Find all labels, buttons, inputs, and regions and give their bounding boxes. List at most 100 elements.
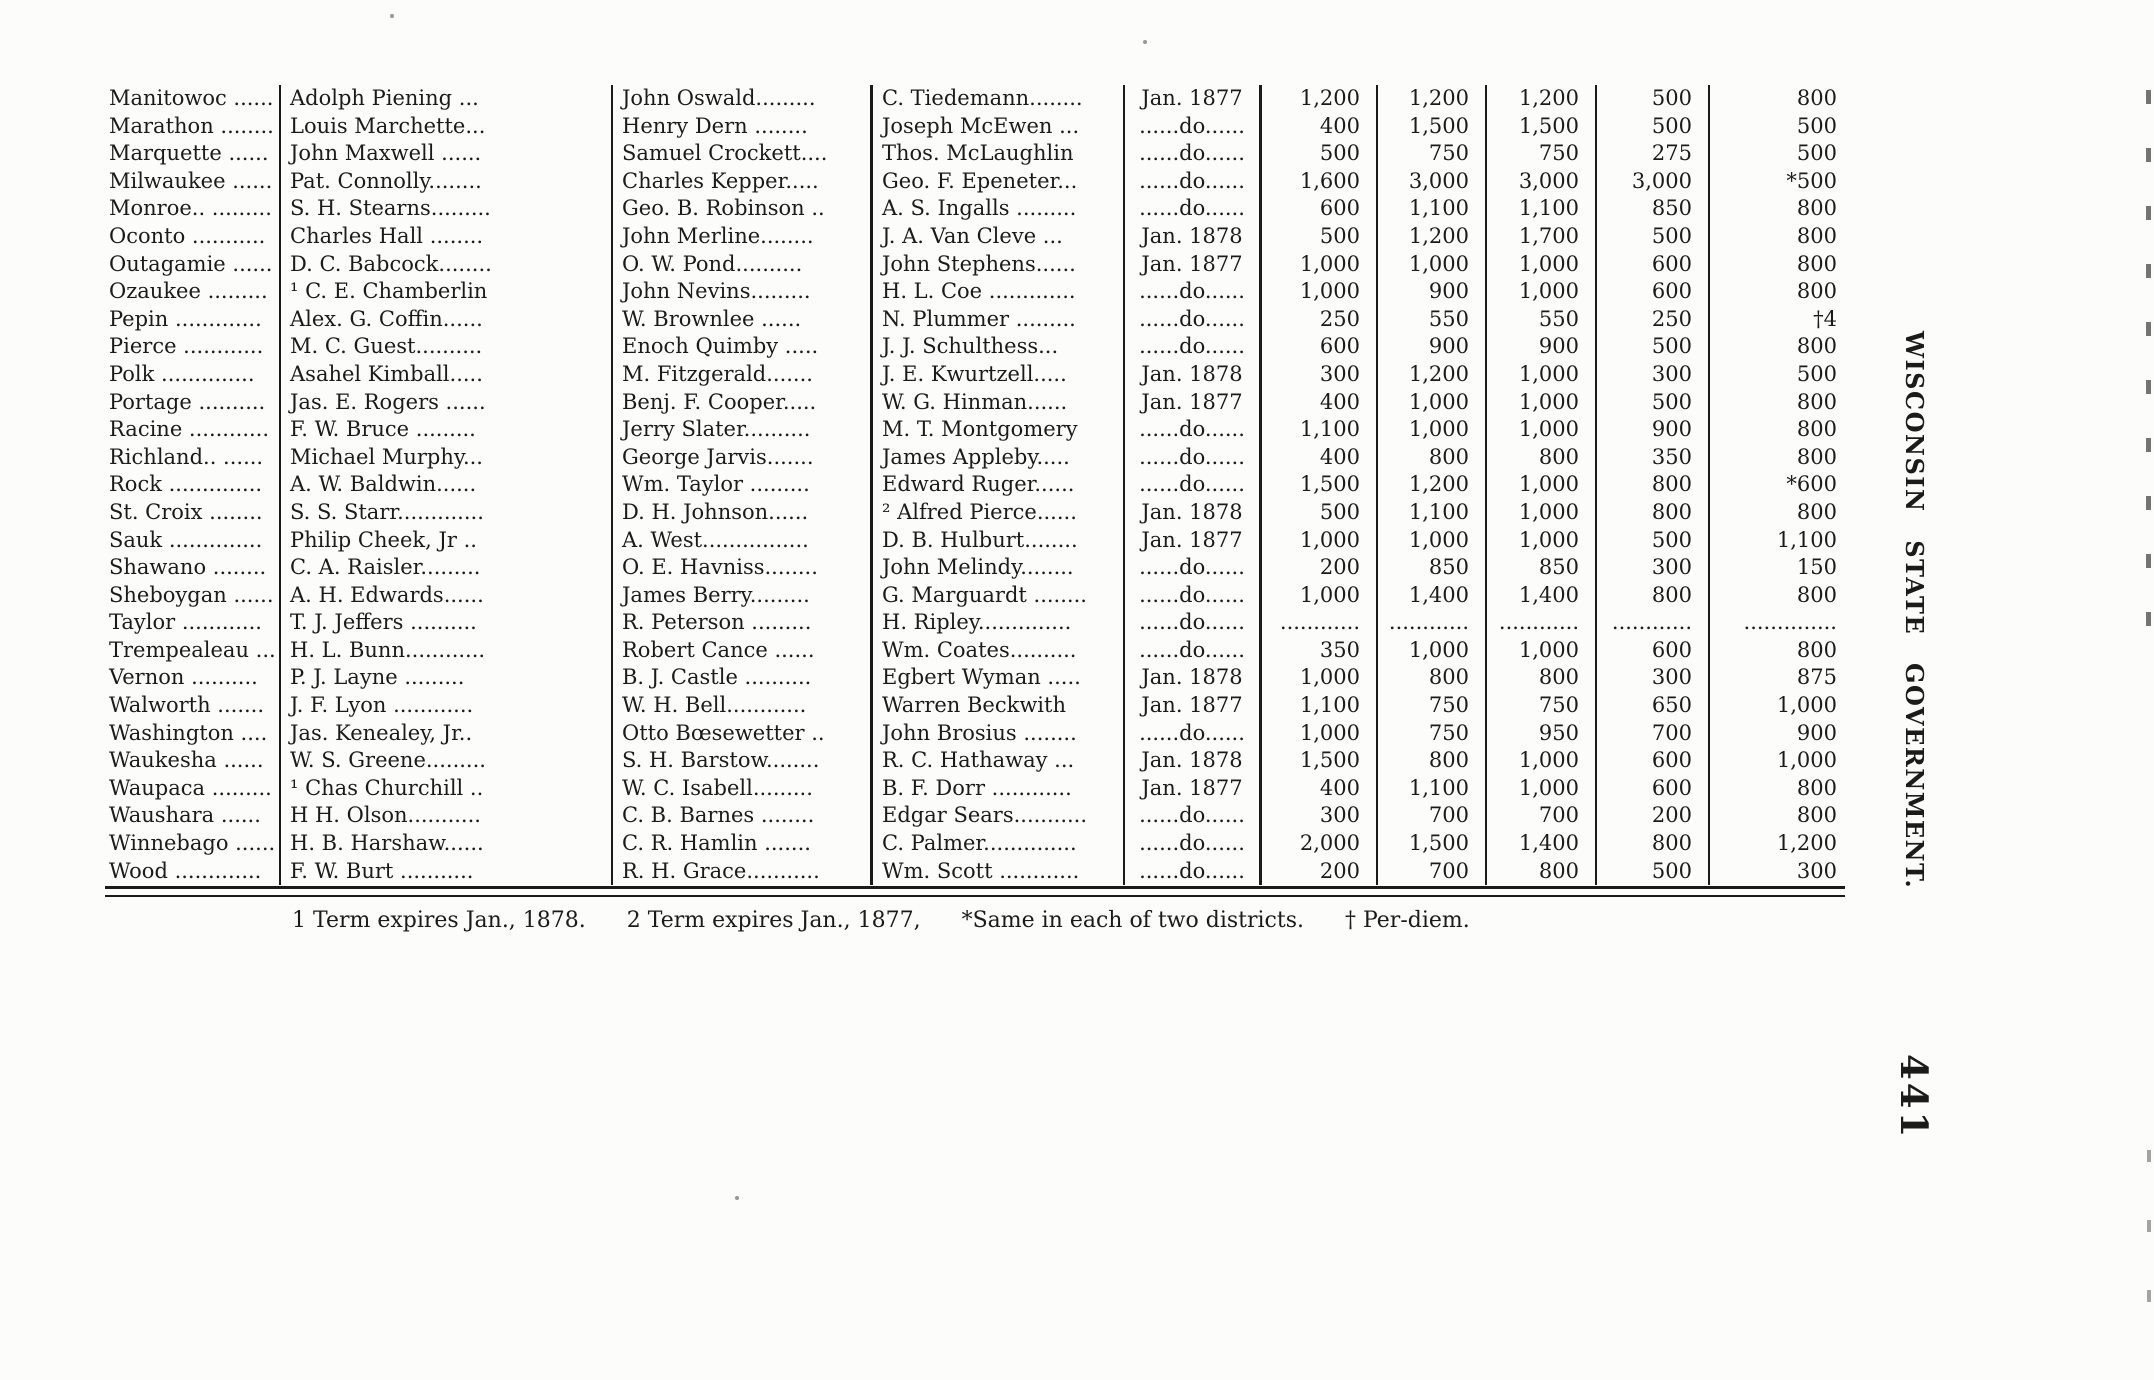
- salary-cell: 700: [1378, 802, 1487, 831]
- officer-cell: F. W. Burt ...........: [281, 857, 613, 886]
- officer-cell: Charles Hall ........: [281, 222, 613, 251]
- salary-cell: 3,000: [1378, 167, 1487, 196]
- vertical-running-head: WISCONSIN STATE GOVERNMENT.: [1900, 331, 1929, 890]
- officer-cell: Wm. Taylor .........: [613, 471, 873, 499]
- salary-cell: 500: [1597, 857, 1710, 886]
- salary-cell: 750: [1487, 692, 1597, 720]
- officer-cell: Robert Cance ......: [613, 636, 873, 665]
- officer-cell: Adolph Piening ...: [281, 85, 613, 113]
- salary-cell: 600: [1597, 636, 1710, 665]
- scan-speck: [390, 14, 394, 18]
- salary-cell: 150: [1796, 555, 1837, 580]
- salary-cell: 1,000: [1487, 416, 1597, 444]
- term-cell: Jan. 1877: [1125, 85, 1262, 113]
- officer-cell: Thos. McLaughlin: [873, 140, 1125, 168]
- officer-cell: C. B. Barnes ........: [613, 802, 873, 831]
- salary-cell: 1,000: [1262, 278, 1378, 306]
- officer-cell: John Merline........: [613, 222, 873, 251]
- salary-cell: 800: [1597, 498, 1710, 527]
- salary-cell: 350: [1597, 443, 1710, 472]
- officer-cell: John Stephens......: [873, 250, 1125, 279]
- salary-cell: 1,500: [1487, 112, 1597, 141]
- officer-cell: H. L. Coe .............: [873, 278, 1125, 306]
- officer-cell: J. J. Schulthess...: [873, 333, 1125, 361]
- officer-cell: W. Brownlee ......: [613, 305, 873, 334]
- salary-cell: 800: [1796, 803, 1837, 828]
- term-cell: Jan. 1878: [1125, 498, 1262, 527]
- officials-table: Manitowoc ...... Adolph Piening ... John O…: [105, 85, 1845, 886]
- salary-cell: 1,000: [1487, 774, 1597, 803]
- salary-cell: 200: [1597, 802, 1710, 831]
- term-cell: ......do......: [1125, 636, 1262, 665]
- county-cell: Outagamie ......: [105, 250, 281, 279]
- salary-cell: 1,000: [1262, 250, 1378, 279]
- county-cell: Pepin .............: [105, 305, 281, 334]
- salary-cell: 500: [1796, 141, 1837, 166]
- officer-cell: M. Fitzgerald.......: [613, 360, 873, 389]
- salary-cell: 800: [1597, 471, 1710, 499]
- officer-cell: Philip Cheek, Jr ..: [281, 526, 613, 555]
- salary-cell: 900: [1378, 333, 1487, 361]
- salary-cell: 1,100: [1262, 692, 1378, 720]
- term-cell: ......do......: [1125, 140, 1262, 168]
- county-cell: Polk ..............: [105, 360, 281, 389]
- term-cell: Jan. 1878: [1125, 222, 1262, 251]
- salary-cell: 1,200: [1378, 471, 1487, 499]
- officer-cell: W. S. Greene.........: [281, 747, 613, 775]
- officer-cell: C. R. Hamlin .......: [613, 830, 873, 858]
- salary-cell: 1,700: [1487, 222, 1597, 251]
- county-cell: Trempealeau ...: [105, 636, 281, 665]
- officer-cell: Egbert Wyman .....: [873, 664, 1125, 693]
- county-cell: Pierce ............: [105, 333, 281, 361]
- officer-cell: John Brosius ........: [873, 719, 1125, 748]
- term-cell: ......do......: [1125, 857, 1262, 886]
- salary-cell: 300: [1796, 858, 1837, 883]
- officer-cell: A. H. Edwards......: [281, 581, 613, 610]
- salary-cell: 850: [1378, 554, 1487, 582]
- officer-cell: S. H. Stearns.........: [281, 195, 613, 223]
- salary-cell: 750: [1487, 140, 1597, 168]
- salary-cell: 1,100: [1378, 195, 1487, 223]
- salary-cell: 1,500: [1262, 471, 1378, 499]
- salary-cell: 500: [1796, 361, 1837, 386]
- salary-cell: 1,200: [1487, 85, 1597, 113]
- term-cell: ......do......: [1125, 802, 1262, 831]
- salary-cell: 500: [1597, 388, 1710, 417]
- salary-cell: 800: [1796, 775, 1837, 800]
- officer-cell: O. W. Pond..........: [613, 250, 873, 279]
- salary-cell: 1,100: [1378, 774, 1487, 803]
- salary-cell: 1,100: [1262, 416, 1378, 444]
- officer-cell: N. Plummer .........: [873, 305, 1125, 334]
- salary-cell: ............: [1597, 609, 1710, 637]
- salary-cell: 1,000: [1378, 526, 1487, 555]
- officer-cell: John Nevins.........: [613, 278, 873, 306]
- county-cell: Waushara ......: [105, 802, 281, 831]
- term-cell: Jan. 1877: [1125, 388, 1262, 417]
- term-cell: ......do......: [1125, 195, 1262, 223]
- salary-cell: 1,000: [1487, 747, 1597, 775]
- footnote-line: 1 Term expires Jan., 1878. 2 Term expire…: [292, 908, 1612, 933]
- officer-cell: C. A. Raisler.........: [281, 554, 613, 582]
- officer-cell: M. T. Montgomery: [873, 416, 1125, 444]
- salary-cell: 800: [1796, 499, 1837, 524]
- salary-cell: 300: [1597, 554, 1710, 582]
- footnote-term-1878: 1 Term expires Jan., 1878.: [292, 908, 586, 933]
- officer-cell: D. H. Johnson......: [613, 498, 873, 527]
- salary-cell: 800: [1597, 581, 1710, 610]
- officer-cell: B. J. Castle ..........: [613, 664, 873, 693]
- salary-cell: 800: [1796, 389, 1837, 414]
- salary-cell: 1,000: [1378, 250, 1487, 279]
- officer-cell: John Maxwell ......: [281, 140, 613, 168]
- officer-cell: Wm. Scott ............: [873, 857, 1125, 886]
- salary-cell: 200: [1262, 554, 1378, 582]
- officer-cell: Geo. B. Robinson ..: [613, 195, 873, 223]
- footnote-asterisk: *Same in each of two districts.: [961, 908, 1304, 933]
- salary-cell: 850: [1487, 554, 1597, 582]
- county-cell: Portage ..........: [105, 388, 281, 417]
- salary-cell: 1,500: [1262, 747, 1378, 775]
- salary-cell: 800: [1487, 857, 1597, 886]
- salary-cell: 350: [1262, 636, 1378, 665]
- salary-cell: 1,500: [1378, 112, 1487, 141]
- term-cell: Jan. 1878: [1125, 664, 1262, 693]
- term-cell: ......do......: [1125, 112, 1262, 141]
